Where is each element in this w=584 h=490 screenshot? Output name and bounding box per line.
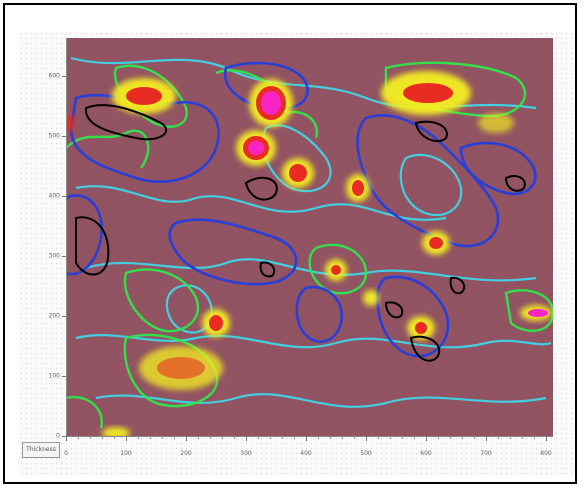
x-minor-tick [102,436,103,439]
x-minor-tick [234,436,235,439]
x-minor-tick [498,436,499,439]
x-minor-tick [270,436,271,439]
x-minor-tick [354,436,355,439]
x-minor-tick [318,436,319,439]
thickness-contour-map[interactable] [66,38,553,436]
x-minor-tick [282,436,283,439]
y-axis-line [66,38,67,436]
x-tick-mark [246,436,247,441]
x-minor-tick [390,436,391,439]
x-minor-tick [462,436,463,439]
y-tick-mark [62,196,66,197]
x-tick-label: 200 [180,450,192,457]
y-tick-mark [62,256,66,257]
y-tick-mark [62,376,66,377]
x-tick-mark [306,436,307,441]
x-tick-label: 600 [420,450,432,457]
x-minor-tick [222,436,223,439]
x-tick-mark [426,436,427,441]
x-minor-tick [438,436,439,439]
x-axis-line [66,436,553,437]
x-axis: 0 100 200 300 400 500 600 700 800 [64,436,553,460]
x-minor-tick [78,436,79,439]
x-minor-tick [114,436,115,439]
y-tick-mark [62,136,66,137]
contour-cyan [70,56,552,408]
x-minor-tick [450,436,451,439]
x-minor-tick [414,436,415,439]
x-minor-tick [198,436,199,439]
x-tick-mark [486,436,487,441]
y-axis: 0 100 200 300 400 500 600 [30,38,66,440]
x-tick-label: 400 [300,450,312,457]
x-minor-tick [474,436,475,439]
x-tick-mark [66,436,67,441]
x-minor-tick [402,436,403,439]
y-tick-mark [62,436,66,437]
x-minor-tick [150,436,151,439]
x-tick-mark [186,436,187,441]
x-minor-tick [534,436,535,439]
x-tick-mark [126,436,127,441]
x-minor-tick [90,436,91,439]
x-tick-label: 300 [240,450,252,457]
x-minor-tick [522,436,523,439]
y-tick-label: 600 [48,72,60,80]
x-tick-mark [366,436,367,441]
y-tick-label: 100 [48,372,60,380]
x-tick-label: 0 [64,450,68,457]
x-minor-tick [174,436,175,439]
y-tick-label: 400 [48,192,60,200]
x-minor-tick [342,436,343,439]
x-minor-tick [138,436,139,439]
contour-black [75,104,526,362]
x-tick-label: 800 [540,450,552,457]
x-minor-tick [330,436,331,439]
y-tick-mark [62,76,66,77]
x-minor-tick [162,436,163,439]
y-tick-label: 200 [48,312,60,320]
y-tick-mark [62,316,66,317]
x-minor-tick [510,436,511,439]
x-tick-label: 700 [480,450,492,457]
thickness-button[interactable]: Thickness [22,442,60,458]
y-tick-label: 500 [48,132,60,140]
y-tick-label: 0 [56,432,60,440]
y-tick-label: 300 [48,252,60,260]
x-minor-tick [210,436,211,439]
x-tick-label: 100 [120,450,132,457]
x-tick-label: 500 [360,450,372,457]
x-minor-tick [378,436,379,439]
x-minor-tick [258,436,259,439]
hotspots [66,71,552,436]
x-minor-tick [294,436,295,439]
x-tick-mark [546,436,547,441]
